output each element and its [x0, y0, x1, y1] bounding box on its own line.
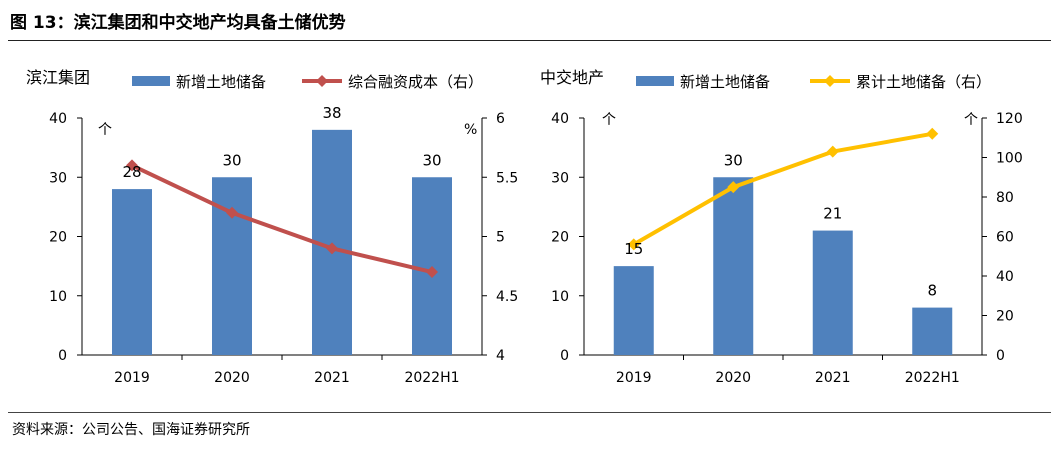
line-point: [627, 238, 640, 251]
chart-title: 滨江集团: [26, 68, 90, 87]
left-tick-label: 40: [49, 111, 67, 127]
left-tick-label: 30: [551, 170, 569, 186]
bar-data-label: 21: [823, 205, 842, 223]
bar: [713, 177, 754, 355]
bar-data-label: 38: [322, 104, 341, 122]
source-note: 资料来源：公司公告、国海证券研究所: [12, 422, 250, 438]
line-point: [326, 242, 338, 255]
category-label: 2020: [214, 370, 250, 386]
right-tick-label: 60: [996, 230, 1014, 246]
chart-title: 中交地产: [540, 68, 604, 87]
line-point: [226, 206, 238, 219]
bar-data-label: 15: [624, 240, 643, 258]
bar: [912, 307, 953, 355]
legend-bar-swatch: [132, 76, 170, 86]
bar-data-label: 8: [927, 282, 937, 300]
line-point: [826, 145, 839, 158]
category-label: 2019: [114, 370, 150, 386]
category-label: 2021: [314, 370, 350, 386]
left-axis-unit: 个: [602, 112, 616, 128]
right-tick-label: 5.5: [496, 170, 518, 186]
bar-data-label: 30: [222, 151, 241, 169]
left-tick-label: 40: [551, 111, 569, 127]
right-tick-label: 20: [996, 309, 1014, 325]
legend-bar-label: 新增土地储备: [176, 73, 266, 91]
legend-line-label: 综合融资成本（右）: [348, 73, 483, 91]
right-axis-unit: 个: [964, 112, 978, 128]
legend-line-marker: [316, 75, 328, 87]
bar-data-label: 30: [422, 151, 441, 169]
right-tick-label: 120: [996, 111, 1023, 127]
chart-binjiang: 滨江集团 新增土地储备 综合融资成本（右） 0 10 20 30 40 4 4.5 5 5.5 6 个 % 2…: [26, 68, 518, 386]
bottom-rule: [8, 412, 1051, 413]
legend-bar-swatch: [636, 76, 674, 86]
right-axis-unit: %: [464, 122, 477, 138]
right-tick-label: 0: [996, 348, 1005, 364]
left-tick-label: 10: [49, 289, 67, 305]
line-point: [426, 266, 438, 279]
right-tick-label: 4.5: [496, 289, 518, 305]
bar-data-label: 30: [724, 151, 743, 169]
right-tick-label: 80: [996, 190, 1014, 206]
bar: [613, 266, 654, 355]
left-tick-label: 0: [58, 348, 67, 364]
left-tick-label: 10: [551, 289, 569, 305]
series-line: [632, 131, 933, 247]
right-tick-label: 6: [496, 111, 505, 127]
series-line: [131, 163, 433, 274]
legend-line-label: 累计土地储备（右）: [856, 73, 991, 91]
right-tick-label: 40: [996, 269, 1014, 285]
bar: [112, 189, 152, 355]
right-tick-label: 5: [496, 230, 505, 246]
right-tick-label: 4: [496, 348, 505, 364]
top-rule: [8, 40, 1051, 41]
left-tick-label: 0: [560, 348, 569, 364]
category-label: 2021: [815, 370, 851, 386]
legend-bar-label: 新增土地储备: [680, 73, 770, 91]
left-tick-label: 20: [551, 230, 569, 246]
category-label: 2019: [616, 370, 652, 386]
bar: [812, 230, 853, 355]
left-axis-unit: 个: [98, 122, 112, 138]
line-point: [926, 127, 939, 140]
line-point: [727, 181, 740, 194]
right-tick-label: 100: [996, 151, 1023, 167]
category-label: 2022H1: [404, 370, 459, 386]
left-tick-label: 30: [49, 170, 67, 186]
left-tick-label: 20: [49, 230, 67, 246]
line-point: [126, 159, 138, 172]
figure-title: 图 13：滨江集团和中交地产均具备土储优势: [10, 13, 346, 33]
legend-line-marker: [824, 75, 836, 87]
category-label: 2020: [715, 370, 751, 386]
bar-data-label: 28: [122, 163, 141, 181]
category-label: 2022H1: [905, 370, 960, 386]
chart-zhongjiao: 中交地产 新增土地储备 累计土地储备（右） 0 10 20 30 40 0 20 40 60 80 100…: [540, 68, 1023, 386]
